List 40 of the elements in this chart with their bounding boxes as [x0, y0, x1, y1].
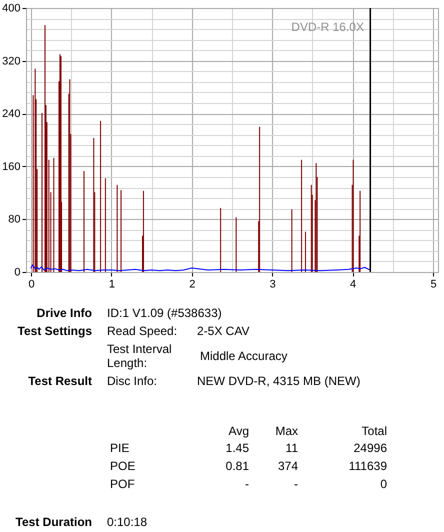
x-tick-label: 4: [350, 278, 356, 290]
text: POF: [110, 477, 135, 491]
text: Read Speed:: [107, 324, 178, 338]
text: Drive Info: [36, 306, 92, 320]
text: Max: [275, 424, 298, 438]
y-tick-label: 240: [2, 108, 20, 120]
text: Avg: [228, 424, 249, 438]
x-tick-label: 0: [28, 278, 35, 290]
y-tick-label: 400: [2, 2, 20, 14]
text: POE: [110, 459, 136, 473]
text: 0.81: [226, 459, 249, 473]
text: 2-5X CAV: [197, 324, 250, 338]
text: 0:10:18: [107, 515, 148, 529]
text: NEW DVD-R, 4315 MB (NEW): [197, 374, 360, 388]
text: PIE: [110, 441, 130, 455]
text: 1.45: [226, 441, 249, 455]
x-tick-label: 1: [108, 278, 115, 290]
text: 0: [380, 477, 387, 491]
x-tick-label: 5: [430, 278, 437, 290]
text: Total: [362, 424, 387, 438]
x-tick-label: 3: [270, 278, 276, 290]
text: 11: [286, 441, 298, 455]
text: Test Result: [28, 374, 92, 388]
y-tick-label: 160: [2, 160, 20, 173]
text: 111639: [348, 459, 387, 473]
text: 374: [278, 459, 298, 473]
x-tick-label: 2: [189, 278, 196, 290]
text: Test Duration: [16, 515, 92, 529]
text: Disc Info:: [107, 374, 158, 388]
y-tick-label: 80: [8, 214, 20, 226]
text: Test Interval Length:: [107, 342, 173, 370]
annotation: DVD-R 16.0X: [291, 20, 364, 34]
y-tick-label: 0: [14, 266, 20, 278]
text: Middle Accuracy: [200, 349, 288, 363]
text: -: [294, 477, 298, 491]
y-tick-label: 320: [2, 55, 20, 68]
text: -: [245, 477, 249, 491]
text: Test Settings: [18, 324, 92, 338]
text: 24996: [354, 441, 387, 455]
text: ID:1 V1.09 (#538633): [107, 306, 222, 320]
